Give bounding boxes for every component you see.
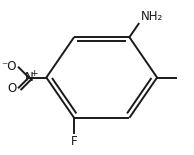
Text: O: O <box>8 82 17 95</box>
Text: N: N <box>24 71 33 84</box>
Text: ⁻O: ⁻O <box>1 60 17 73</box>
Text: F: F <box>71 135 77 148</box>
Text: +: + <box>30 69 37 78</box>
Text: NH₂: NH₂ <box>140 10 163 23</box>
